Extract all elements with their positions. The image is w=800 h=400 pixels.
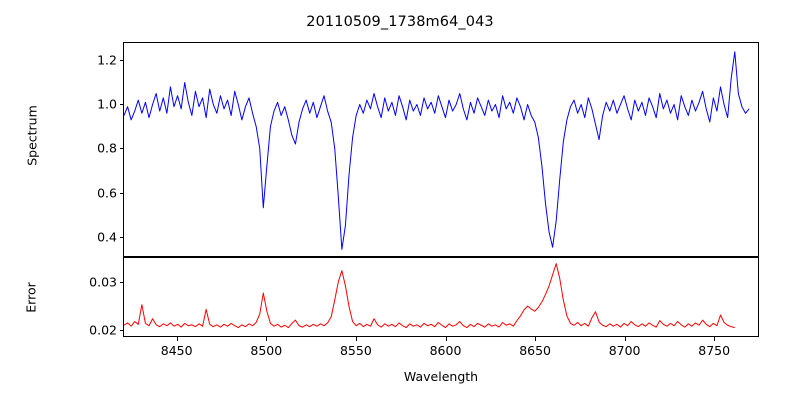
x-tick-mark — [355, 337, 357, 341]
x-tick-mark — [176, 337, 178, 341]
x-tick-label: 8650 — [519, 343, 551, 358]
x-tick-label: 8450 — [160, 343, 193, 358]
error-panel — [123, 257, 759, 337]
x-tick-mark — [624, 337, 626, 341]
error-line-plot — [124, 258, 758, 336]
x-tick-mark — [445, 337, 447, 341]
y-axis-label-spectrum: Spectrum — [24, 105, 40, 166]
x-tick-label: 8700 — [608, 343, 641, 358]
spectrum-line-plot — [124, 43, 758, 256]
y-tick-label-error: 0.02 — [89, 322, 117, 338]
y-tick-label-spectrum: 0.4 — [97, 229, 117, 245]
x-tick-label: 8550 — [339, 343, 372, 358]
x-tick-mark — [266, 337, 268, 341]
y-tick-label-spectrum: 1.2 — [97, 52, 117, 68]
y-tick-label-spectrum: 0.6 — [97, 185, 117, 201]
x-tick-mark — [535, 337, 537, 341]
y-tick-label-spectrum: 0.8 — [97, 140, 117, 156]
x-tick-mark — [714, 337, 716, 341]
y-tick-label-spectrum: 1.0 — [97, 96, 117, 112]
x-tick-label: 8600 — [429, 343, 462, 358]
chart-title: 20110509_1738m64_043 — [306, 14, 494, 30]
x-tick-label: 8500 — [250, 343, 283, 358]
y-axis-label-error: Error — [23, 282, 39, 313]
y-tick-label-error: 0.03 — [89, 274, 117, 290]
x-axis-label: Wavelength — [403, 369, 479, 384]
spectrum-panel — [123, 42, 759, 257]
x-tick-label: 8750 — [698, 343, 731, 358]
